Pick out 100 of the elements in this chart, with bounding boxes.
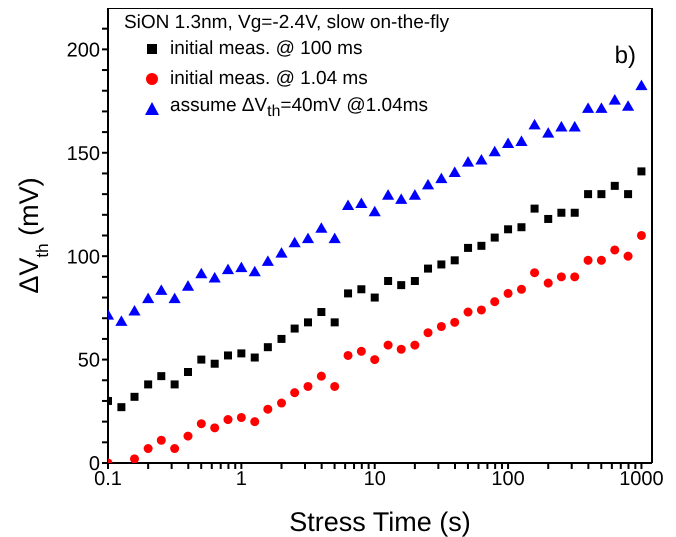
point <box>584 190 592 198</box>
point <box>355 197 368 208</box>
point <box>555 120 568 132</box>
point <box>596 256 606 265</box>
point <box>210 423 220 432</box>
point <box>450 318 460 327</box>
point <box>197 356 206 364</box>
point <box>130 392 138 401</box>
point <box>168 292 181 304</box>
point <box>344 289 352 298</box>
point <box>170 380 179 388</box>
point <box>248 266 261 276</box>
point <box>264 343 272 352</box>
y-tick-label: 150 <box>66 142 100 165</box>
point <box>302 232 314 244</box>
point <box>183 432 193 441</box>
point <box>157 372 166 380</box>
point <box>117 403 126 412</box>
point <box>608 94 621 105</box>
point <box>515 135 528 146</box>
point <box>408 189 421 200</box>
point <box>237 349 246 358</box>
point <box>224 351 232 360</box>
x-tick-label: 1000 <box>619 468 664 490</box>
point <box>528 118 541 130</box>
point <box>182 280 194 291</box>
point <box>130 454 140 463</box>
point <box>288 236 301 248</box>
point <box>144 380 152 388</box>
point <box>448 166 461 177</box>
point <box>384 340 393 350</box>
point <box>475 154 488 165</box>
point <box>624 190 632 198</box>
point <box>276 398 286 408</box>
point <box>410 340 420 350</box>
point <box>570 208 579 217</box>
point <box>210 360 219 368</box>
point <box>195 268 208 278</box>
point <box>490 297 500 306</box>
point <box>544 278 553 288</box>
point <box>477 242 486 250</box>
point <box>368 206 381 216</box>
x-tick-label: 100 <box>491 468 525 490</box>
point <box>290 388 300 398</box>
point <box>622 100 634 111</box>
point <box>384 277 392 285</box>
point <box>316 372 326 381</box>
point <box>504 225 512 234</box>
point <box>424 328 433 338</box>
point <box>397 281 406 290</box>
y-tick-label: 200 <box>66 39 100 62</box>
point <box>437 260 446 268</box>
point <box>530 268 540 278</box>
legend-label: initial meas. @ 1.04 ms <box>170 68 368 90</box>
point <box>395 193 408 204</box>
point <box>208 272 221 282</box>
point <box>635 80 648 90</box>
point <box>542 127 554 138</box>
point <box>236 412 246 422</box>
point <box>476 305 486 314</box>
point <box>517 223 526 232</box>
point <box>488 146 501 156</box>
point <box>422 178 434 190</box>
point <box>356 346 366 356</box>
point <box>263 404 272 414</box>
point <box>450 256 459 264</box>
point <box>556 272 566 282</box>
point <box>328 232 341 244</box>
point <box>570 272 580 282</box>
legend-title: SiON 1.3nm, Vg=-2.4V, slow on-the-fly <box>124 12 450 34</box>
point <box>462 156 474 167</box>
point <box>196 419 206 428</box>
point <box>637 167 646 176</box>
point <box>262 255 274 266</box>
point <box>250 417 260 426</box>
point <box>595 102 608 113</box>
point <box>610 182 619 190</box>
x-tick-label: 1 <box>236 468 247 490</box>
point <box>490 234 499 242</box>
point <box>184 368 192 376</box>
point <box>144 444 153 454</box>
y-tick-label: 100 <box>66 246 100 268</box>
point <box>504 288 513 298</box>
point <box>156 436 166 445</box>
point <box>636 230 646 240</box>
point <box>597 190 606 198</box>
point <box>344 350 353 360</box>
point <box>582 102 594 113</box>
point <box>222 264 234 274</box>
point <box>624 252 633 261</box>
point <box>464 308 473 317</box>
point <box>370 355 380 364</box>
point <box>382 189 394 200</box>
point <box>275 247 288 258</box>
point <box>290 324 299 333</box>
point <box>315 222 328 233</box>
point <box>128 305 141 316</box>
point <box>304 318 312 326</box>
legend-label: assume ΔV$_{th}$=40mV @1.04ms <box>170 95 428 122</box>
point <box>530 204 539 213</box>
